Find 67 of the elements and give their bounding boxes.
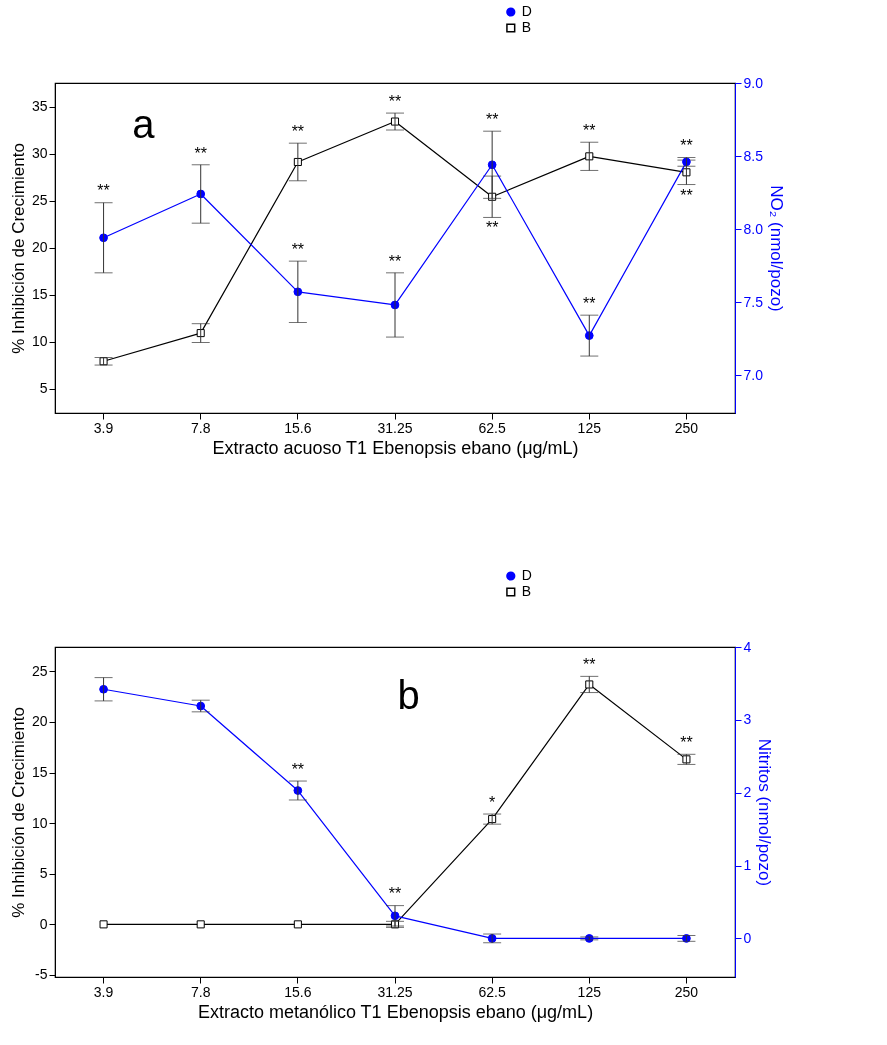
y2-tick-label: 7.0 bbox=[743, 366, 764, 383]
annotation: ** bbox=[291, 123, 305, 141]
y-tick-label: 35 bbox=[31, 98, 48, 114]
y-tick-label: 10 bbox=[31, 814, 48, 831]
y-tick-label: 15 bbox=[31, 764, 48, 781]
annotation: ** bbox=[97, 182, 110, 200]
y-tick-label: 5 bbox=[39, 380, 48, 397]
y-tick-label: 30 bbox=[31, 145, 48, 162]
x-tick-label: 62.5 bbox=[478, 419, 506, 436]
y-tick-label: 5 bbox=[39, 865, 48, 882]
x-tick-label: 15.6 bbox=[284, 419, 312, 436]
y-tick-label: -5 bbox=[35, 966, 48, 983]
annotation: ** bbox=[291, 240, 305, 258]
y2-tick-label: 2 bbox=[743, 784, 752, 801]
y-tick-label: 0 bbox=[39, 915, 48, 932]
x-tick-label: 15.6 bbox=[284, 983, 312, 1000]
x-tick-label: 250 bbox=[674, 983, 699, 1000]
annotation: ** bbox=[485, 219, 499, 237]
y-tick-label: 20 bbox=[31, 713, 48, 730]
annotation: ** bbox=[388, 252, 402, 270]
legend-label: D bbox=[521, 567, 532, 583]
annotation: b bbox=[397, 672, 420, 717]
x-tick-label: 7.8 bbox=[190, 419, 211, 436]
x-tick-label: 31.25 bbox=[377, 983, 413, 1000]
x-tick-label: 3.9 bbox=[93, 983, 114, 1000]
annotation: a bbox=[132, 101, 156, 146]
annotation: ** bbox=[485, 110, 499, 128]
annotation: ** bbox=[388, 93, 402, 111]
y2-axis-title: NO₂ (nmol/pozo) bbox=[766, 185, 786, 312]
legend-label: D bbox=[521, 3, 532, 19]
y2-tick-label: 8.5 bbox=[743, 147, 764, 164]
y2-tick-label: 4 bbox=[743, 638, 752, 655]
annotation: ** bbox=[194, 144, 207, 162]
x-tick-label: 31.25 bbox=[377, 419, 413, 436]
y-tick-label: 20 bbox=[31, 239, 48, 256]
y2-tick-label: 8.0 bbox=[743, 220, 764, 237]
y2-tick-label: 3 bbox=[743, 711, 752, 728]
y-tick-label: 10 bbox=[31, 333, 48, 350]
x-axis-title: Extracto metanólico T1 Ebenopsis ebano (μg/mL) bbox=[197, 1001, 594, 1022]
annotation: ** bbox=[583, 656, 596, 674]
x-tick-label: 125 bbox=[577, 419, 602, 436]
annotation: ** bbox=[680, 137, 693, 155]
x-axis-title: Extracto acuoso T1 Ebenopsis ebano (μg/mL) bbox=[212, 437, 579, 458]
annotation: ** bbox=[583, 122, 596, 140]
y-axis-title: % Inhibición de Crecimiento bbox=[8, 707, 28, 918]
y-tick-label: 25 bbox=[31, 192, 48, 209]
y2-axis-title: Nitritos (nmol/pozo) bbox=[755, 738, 775, 887]
x-tick-label: 125 bbox=[577, 983, 602, 1000]
x-tick-label: 7.8 bbox=[190, 983, 211, 1000]
annotation: ** bbox=[680, 734, 693, 752]
legend-label: B bbox=[521, 583, 532, 599]
y-tick-label: 15 bbox=[31, 286, 48, 303]
annotation: ** bbox=[583, 295, 596, 313]
x-tick-label: 62.5 bbox=[478, 983, 506, 1000]
x-tick-label: 3.9 bbox=[93, 419, 114, 436]
annotation: * bbox=[489, 794, 496, 812]
y2-tick-label: 7.5 bbox=[743, 293, 764, 310]
y-tick-label: 25 bbox=[31, 662, 48, 679]
y2-tick-label: 0 bbox=[743, 929, 752, 946]
annotation: ** bbox=[388, 885, 402, 903]
annotation: ** bbox=[680, 186, 693, 204]
y-axis-title: % Inhibición de Crecimiento bbox=[8, 143, 28, 354]
y2-tick-label: 9.0 bbox=[743, 74, 764, 91]
x-tick-label: 250 bbox=[674, 419, 699, 436]
legend-label: B bbox=[521, 19, 532, 35]
annotation: ** bbox=[291, 760, 305, 778]
y2-tick-label: 1 bbox=[743, 857, 752, 874]
